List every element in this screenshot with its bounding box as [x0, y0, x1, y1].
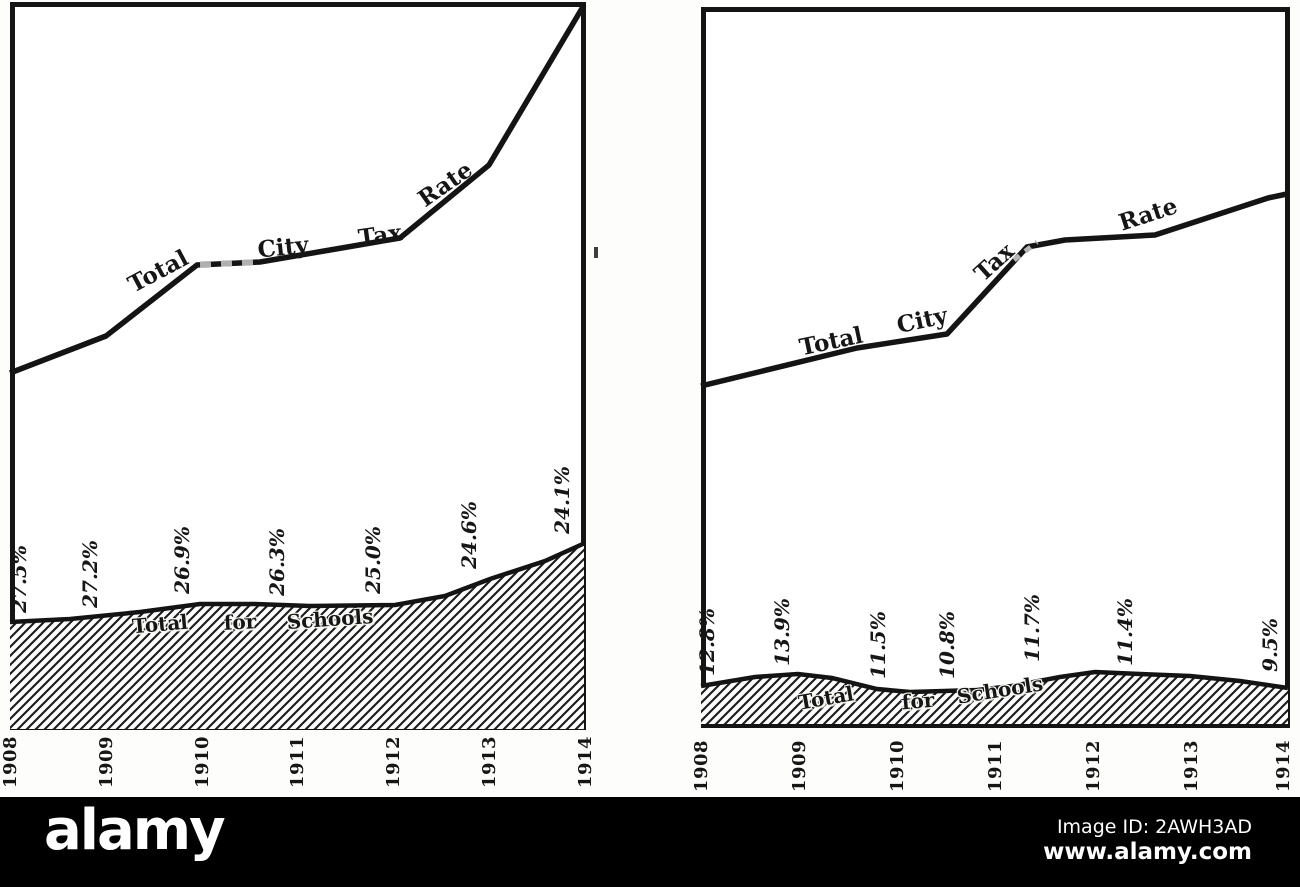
alamy-logo: alamy: [44, 798, 226, 863]
left-year-1911: 1911: [286, 735, 308, 789]
right-year-1912: 1912: [1082, 739, 1104, 793]
left-schools-area-edge: [9, 540, 586, 625]
left-pct-1913: 24.6%: [457, 501, 481, 569]
right-schools-area: [701, 672, 1288, 724]
right-pct-1908: 12.8%: [695, 608, 719, 676]
right-pct-1912: 11.7%: [1020, 594, 1044, 662]
right-pct-1914: 9.5%: [1258, 618, 1282, 672]
right-year-1909: 1909: [788, 739, 810, 793]
left-pct-1911: 26.3%: [265, 528, 289, 596]
right-year-1911: 1911: [984, 739, 1006, 793]
image-id-text: Image ID: 2AWH3AD: [1056, 816, 1252, 838]
right-year-1910: 1910: [886, 739, 908, 793]
left-year-1909: 1909: [95, 735, 117, 789]
left-pct-1909: 27.2%: [78, 540, 102, 608]
right-year-1913: 1913: [1180, 739, 1202, 793]
left-year-1910: 1910: [191, 735, 213, 789]
left-schools-area: [10, 544, 584, 729]
right-year-1908: 1908: [690, 739, 712, 793]
left-year-1914: 1914: [574, 735, 596, 789]
right-pct-1913: 11.4%: [1113, 598, 1137, 666]
right-tax-rate-line: [700, 191, 1288, 389]
left-tax-rate-line: [9, 3, 587, 376]
left-pct-1914: 24.1%: [550, 466, 574, 534]
right-year-1914: 1914: [1272, 739, 1294, 793]
left-pct-1912: 25.0%: [361, 526, 385, 594]
charts-canvas: [9, 2, 1290, 730]
left-area-word-for: for: [223, 609, 257, 635]
alamy-url-text: www.alamy.com: [1043, 839, 1252, 865]
scan-speck: [594, 247, 598, 258]
right-pct-1909: 13.9%: [770, 598, 794, 666]
left-year-1912: 1912: [382, 735, 404, 789]
right-pct-1911: 10.8%: [935, 611, 959, 679]
left-year-1913: 1913: [478, 735, 500, 789]
right-schools-area-edge: [700, 669, 1289, 695]
right-line-scan-fade: [1012, 240, 1039, 262]
image-id-block: Image ID: 2AWH3AD www.alamy.com: [1043, 815, 1252, 865]
alamy-watermark-bar: alamy Image ID: 2AWH3AD www.alamy.com: [0, 797, 1300, 887]
right-pct-1910: 11.5%: [866, 611, 890, 679]
left-year-1908: 1908: [0, 735, 21, 789]
left-pct-1908: 27.5%: [7, 545, 31, 613]
left-line-scan-fade: [199, 259, 263, 268]
left-pct-1910: 26.9%: [170, 526, 194, 594]
right-chart-frame: [701, 7, 1290, 728]
